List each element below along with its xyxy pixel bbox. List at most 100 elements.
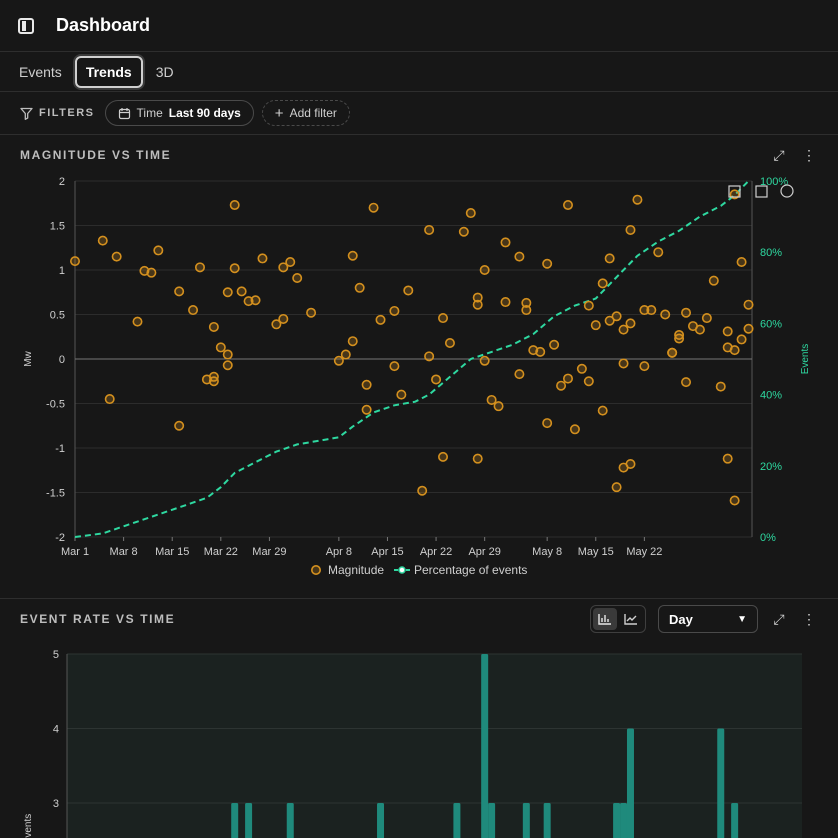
x-tick-label: Mar 22 — [204, 546, 238, 558]
magnitude-point — [70, 256, 81, 267]
sidebar-toggle-icon[interactable] — [18, 17, 34, 34]
magnitude-point — [500, 237, 511, 248]
magnitude-point — [667, 347, 678, 358]
magnitude-point — [736, 256, 747, 267]
add-filter-label: Add filter — [289, 106, 337, 120]
magnitude-point — [333, 355, 344, 366]
y-tick-label: 3 — [53, 798, 59, 810]
y-tick-label: -1 — [55, 443, 65, 455]
magnitude-point — [285, 256, 296, 267]
magnitude-point — [368, 202, 379, 213]
magnitude-point — [375, 314, 386, 325]
y2-axis-label: Events — [800, 344, 811, 375]
magnitude-point — [361, 379, 372, 390]
add-filter-button[interactable]: + Add filter — [261, 100, 350, 126]
magnitude-point — [417, 485, 428, 496]
line-chart-icon[interactable] — [619, 608, 643, 630]
magnitude-point — [597, 405, 608, 416]
legend-percentage-label: Percentage of events — [414, 563, 527, 577]
event-rate-bar — [620, 803, 628, 838]
y-tick-label: -0.5 — [46, 399, 65, 411]
chevron-down-icon: ▼ — [737, 613, 747, 625]
y-tick-label: 5 — [53, 649, 59, 661]
x-tick-label: Mar 29 — [252, 546, 286, 558]
magnitude-point — [674, 333, 685, 344]
interval-select[interactable]: Day ▼ — [658, 605, 758, 633]
chart-type-toggle — [590, 605, 646, 633]
interval-select-value: Day — [669, 611, 693, 627]
y-tick-label: 0.5 — [50, 310, 65, 322]
magnitude-point — [694, 324, 705, 335]
magnitude-panel: MAGNITUDE VS TIME ⤢ ⋮ -2 -1.5 -1 -0.5 0 0.5 1 1… — [0, 135, 838, 599]
tab-trends[interactable]: Trends — [74, 55, 143, 88]
magnitude-point — [292, 273, 303, 284]
magnitude-point — [431, 374, 442, 385]
magnitude-point — [486, 394, 497, 405]
refresh-icon — [780, 184, 794, 198]
x-tick-label: Apr 29 — [468, 546, 500, 558]
event-rate-chart: 3 4 5 Events — [23, 649, 802, 838]
header: Dashboard — [0, 0, 838, 52]
tab-bar: Events Trends 3D — [0, 52, 838, 92]
time-filter-chip[interactable]: Time Last 90 days — [104, 100, 254, 126]
magnitude-point — [604, 315, 615, 326]
y-tick-label: 2 — [59, 176, 65, 188]
magnitude-point — [458, 226, 469, 237]
y-tick-label: -2 — [55, 532, 65, 544]
magnitude-point — [535, 346, 546, 357]
magnitude-point — [389, 361, 400, 372]
magnitude-point — [403, 285, 414, 296]
magnitude-point — [424, 351, 435, 362]
magnitude-point — [639, 361, 650, 372]
more-options-icon[interactable]: ⋮ — [802, 610, 816, 627]
magnitude-point — [257, 253, 268, 264]
x-tick-label: Apr 22 — [420, 546, 452, 558]
magnitude-point — [104, 394, 115, 405]
zoom-select-icon — [728, 185, 741, 198]
y2-tick-label: 0% — [760, 532, 776, 544]
magnitude-point — [611, 482, 622, 493]
tab-3d[interactable]: 3D — [155, 63, 174, 80]
magnitude-point — [174, 420, 185, 431]
y2-tick-label: 100% — [760, 176, 788, 188]
magnitude-point — [389, 305, 400, 316]
event-rate-bar — [717, 728, 725, 838]
magnitude-point — [229, 200, 240, 211]
magnitude-point — [250, 295, 261, 306]
expand-icon[interactable]: ⤢ — [773, 146, 785, 163]
time-filter-key: Time — [136, 106, 163, 120]
magnitude-point — [132, 316, 143, 327]
magnitude-point — [597, 278, 608, 289]
event-rate-bar — [613, 803, 621, 838]
magnitude-point — [222, 287, 233, 298]
magnitude-point — [562, 373, 573, 384]
magnitude-point — [354, 282, 365, 293]
magnitude-point — [521, 305, 532, 316]
more-options-icon[interactable]: ⋮ — [802, 146, 816, 163]
magnitude-point — [576, 363, 587, 374]
magnitude-point — [521, 297, 532, 308]
rate-panel: EVENT RATE VS TIME Day ▼ ⤢ ⋮ 3 4 5 Events — [0, 599, 838, 838]
magnitude-point — [639, 305, 650, 316]
magnitude-point — [479, 355, 490, 366]
magnitude-point — [271, 319, 282, 330]
magnitude-panel-title: MAGNITUDE VS TIME — [20, 148, 172, 162]
tab-events[interactable]: Events — [19, 63, 62, 80]
y-tick-label: 0 — [59, 354, 65, 366]
x-tick-label: Mar 8 — [110, 546, 138, 558]
calendar-icon — [118, 107, 130, 119]
magnitude-point — [188, 305, 199, 316]
expand-icon[interactable]: ⤢ — [773, 610, 785, 627]
x-tick-label: Apr 15 — [371, 546, 403, 558]
magnitude-point — [681, 307, 692, 318]
magnitude-point — [306, 307, 317, 318]
magnitude-point — [208, 321, 219, 332]
x-tick-label: Apr 8 — [326, 546, 352, 558]
magnitude-point — [479, 265, 490, 276]
magnitude-point — [715, 381, 726, 392]
magnitude-point — [542, 258, 553, 269]
legend-magnitude-marker — [310, 564, 321, 575]
magnitude-point — [174, 286, 185, 297]
chart-toolbar — [728, 184, 794, 198]
bar-chart-icon[interactable] — [593, 608, 617, 630]
